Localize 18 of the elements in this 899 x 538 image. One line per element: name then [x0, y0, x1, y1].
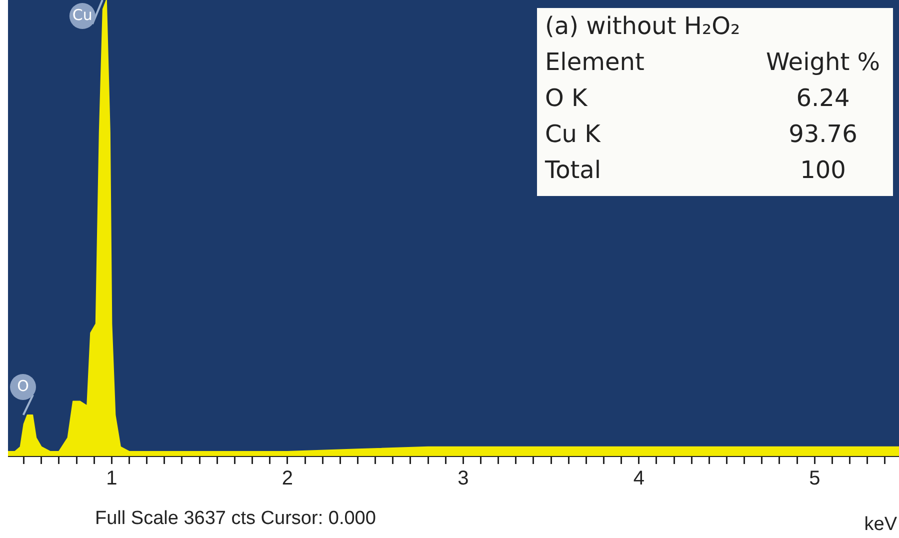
- x-tick-label: 4: [633, 468, 644, 490]
- text: (a) without H₂O₂: [545, 12, 740, 40]
- annotation: O: [17, 376, 29, 395]
- annotation: O K: [545, 84, 589, 112]
- x-axis-title: keV: [864, 514, 898, 535]
- x-tick-label: 1: [106, 468, 118, 490]
- annotation: Element: [545, 48, 644, 76]
- annotation: 93.76: [788, 120, 858, 148]
- annotation: 100: [800, 156, 846, 184]
- x-tick-label: 5: [809, 468, 820, 490]
- x-tick-label: 3: [458, 468, 469, 490]
- annotation: Weight %: [766, 48, 880, 76]
- text: Full Scale 3637 cts Cursor: 0.000: [95, 508, 376, 529]
- annotation: Total: [544, 156, 602, 184]
- x-tick-label: 2: [282, 468, 293, 490]
- annotation: 6.24: [796, 84, 850, 112]
- annotation: Cu: [72, 6, 92, 24]
- annotation: Cu K: [545, 120, 602, 148]
